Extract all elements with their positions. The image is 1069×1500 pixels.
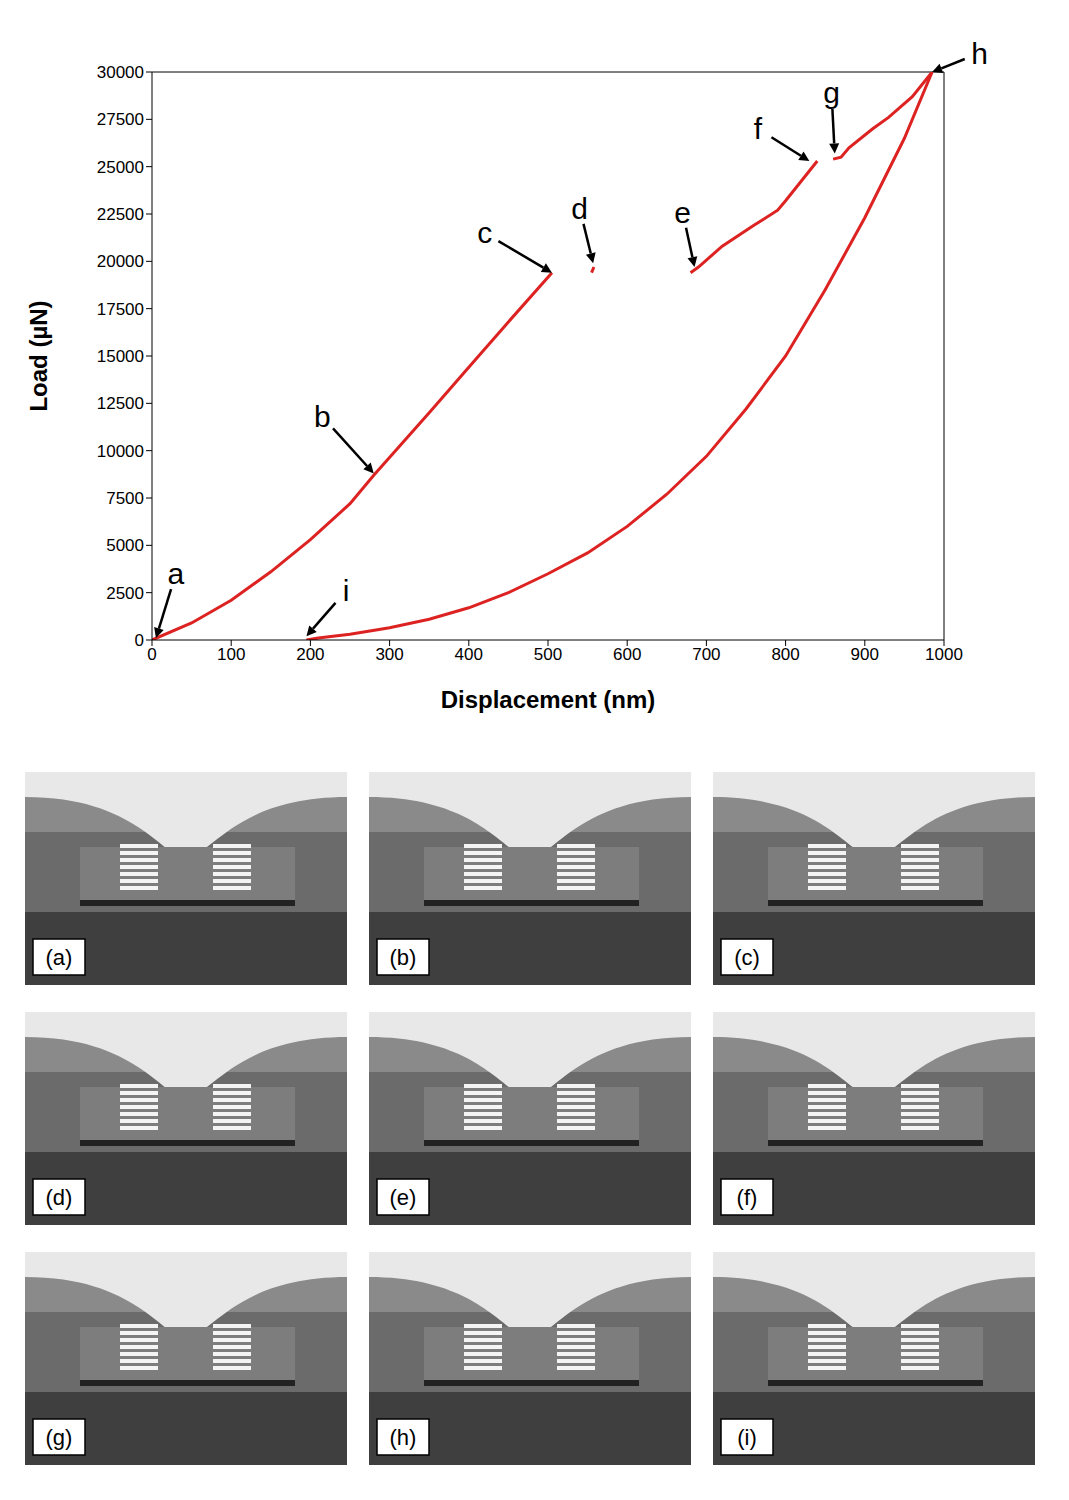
svg-text:g: g — [823, 76, 840, 109]
svg-text:(b): (b) — [390, 945, 417, 970]
svg-text:d: d — [571, 192, 588, 225]
svg-text:10000: 10000 — [97, 442, 144, 461]
svg-text:22500: 22500 — [97, 205, 144, 224]
svg-text:17500: 17500 — [97, 300, 144, 319]
svg-text:7500: 7500 — [106, 489, 144, 508]
svg-text:30000: 30000 — [97, 63, 144, 82]
svg-text:20000: 20000 — [97, 252, 144, 271]
svg-text:b: b — [314, 400, 331, 433]
svg-text:0: 0 — [147, 645, 156, 664]
svg-text:700: 700 — [692, 645, 720, 664]
svg-text:0: 0 — [135, 631, 144, 650]
svg-text:200: 200 — [296, 645, 324, 664]
svg-text:300: 300 — [375, 645, 403, 664]
svg-text:2500: 2500 — [106, 584, 144, 603]
svg-text:25000: 25000 — [97, 158, 144, 177]
svg-text:500: 500 — [534, 645, 562, 664]
svg-text:900: 900 — [851, 645, 879, 664]
svg-text:400: 400 — [455, 645, 483, 664]
svg-text:h: h — [971, 37, 988, 70]
svg-text:a: a — [167, 557, 184, 590]
svg-text:27500: 27500 — [97, 110, 144, 129]
svg-text:(h): (h) — [390, 1425, 417, 1450]
svg-text:(e): (e) — [390, 1185, 417, 1210]
svg-text:c: c — [477, 216, 492, 249]
svg-text:12500: 12500 — [97, 394, 144, 413]
svg-text:(i): (i) — [737, 1425, 757, 1450]
svg-text:(f): (f) — [737, 1185, 758, 1210]
svg-text:1000: 1000 — [925, 645, 963, 664]
svg-text:800: 800 — [771, 645, 799, 664]
svg-text:f: f — [754, 112, 763, 145]
svg-text:i: i — [343, 574, 350, 607]
svg-text:100: 100 — [217, 645, 245, 664]
svg-text:e: e — [674, 196, 691, 229]
svg-text:(a): (a) — [46, 945, 73, 970]
svg-text:(g): (g) — [46, 1425, 73, 1450]
svg-text:(d): (d) — [46, 1185, 73, 1210]
svg-text:5000: 5000 — [106, 536, 144, 555]
svg-text:(c): (c) — [734, 945, 760, 970]
svg-text:Load (µN): Load (µN) — [25, 300, 52, 411]
svg-text:Displacement (nm): Displacement (nm) — [441, 686, 656, 713]
svg-text:15000: 15000 — [97, 347, 144, 366]
svg-text:600: 600 — [613, 645, 641, 664]
